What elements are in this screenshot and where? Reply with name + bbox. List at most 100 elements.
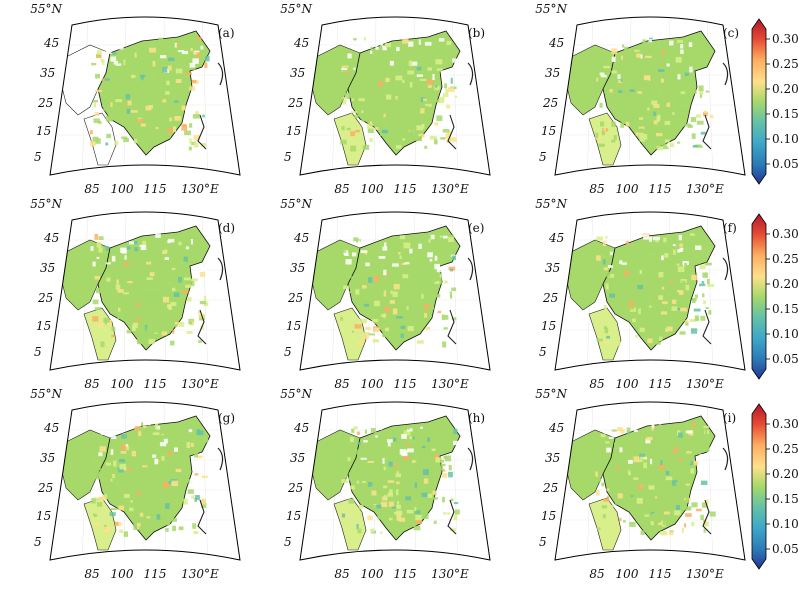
data-cell xyxy=(145,520,149,523)
data-cell xyxy=(665,328,668,333)
data-cell xyxy=(178,241,182,246)
data-cell xyxy=(432,490,437,495)
data-cell xyxy=(684,523,686,528)
lat-tick-label: 45 xyxy=(548,36,564,50)
data-cell xyxy=(596,77,599,82)
data-cell xyxy=(110,102,113,108)
data-cell xyxy=(419,291,425,295)
data-cell xyxy=(370,428,376,433)
data-cell xyxy=(118,307,121,312)
data-cell xyxy=(685,483,690,486)
data-cell xyxy=(388,461,393,467)
data-cell xyxy=(595,135,599,139)
colorbar-tick-label: 0.25 xyxy=(772,442,798,456)
data-cell xyxy=(430,294,435,299)
data-cell xyxy=(146,321,153,326)
data-cell xyxy=(699,92,703,98)
island-japan xyxy=(467,62,474,86)
data-cell xyxy=(399,517,406,522)
data-cell xyxy=(660,78,664,83)
data-cell xyxy=(418,133,425,138)
lat-tick-label: 15 xyxy=(286,319,301,333)
data-cell xyxy=(653,485,657,492)
data-cell xyxy=(402,456,410,460)
data-cell xyxy=(92,497,100,503)
data-cell xyxy=(349,282,356,285)
data-cell xyxy=(684,262,687,268)
data-cell xyxy=(116,480,122,487)
colorbar-tick-label: 0.25 xyxy=(772,252,798,266)
data-cell xyxy=(116,454,121,458)
data-cell xyxy=(596,266,601,270)
data-cell xyxy=(707,283,714,287)
data-cell xyxy=(138,246,141,253)
data-cell xyxy=(685,513,692,517)
data-cell xyxy=(354,114,359,119)
data-cell xyxy=(696,120,704,125)
data-cell xyxy=(342,96,348,100)
data-cell xyxy=(681,527,684,533)
data-cell xyxy=(693,461,699,466)
data-cell xyxy=(425,326,431,330)
lon-tick-label: 115 xyxy=(394,377,417,391)
data-cell xyxy=(596,255,601,261)
data-cell xyxy=(664,139,670,143)
data-cell xyxy=(666,55,671,61)
data-cell xyxy=(691,521,695,527)
data-cell xyxy=(637,485,644,490)
data-cell xyxy=(350,485,355,490)
data-cell xyxy=(91,62,97,66)
lat-tick-label: 35 xyxy=(545,451,560,465)
data-cell xyxy=(99,446,106,452)
data-cell xyxy=(180,235,185,241)
data-cell xyxy=(687,125,693,128)
data-cell xyxy=(370,528,375,533)
data-cell xyxy=(98,452,103,457)
lon-tick-label: 85 xyxy=(84,182,99,196)
data-cell xyxy=(700,514,704,521)
data-cell xyxy=(709,511,716,517)
data-cell xyxy=(640,530,645,536)
data-cell xyxy=(349,291,352,294)
data-cell xyxy=(367,128,374,134)
island-philippines xyxy=(197,499,207,535)
data-cell xyxy=(388,517,393,521)
data-cell xyxy=(169,117,172,122)
data-cell xyxy=(672,299,677,304)
data-cell xyxy=(685,284,690,291)
data-cell xyxy=(92,299,99,305)
data-cell xyxy=(414,506,417,512)
data-cell xyxy=(427,437,430,442)
data-cell xyxy=(146,326,153,332)
data-cell xyxy=(192,523,197,529)
data-cell xyxy=(362,145,370,150)
data-cell xyxy=(644,108,651,114)
data-cell xyxy=(341,472,348,478)
data-cell xyxy=(654,496,658,499)
data-cell xyxy=(440,459,445,463)
data-cell xyxy=(105,142,109,146)
data-cell xyxy=(139,512,144,517)
data-cell xyxy=(656,311,664,317)
data-cell xyxy=(409,436,412,440)
data-cell xyxy=(631,495,634,498)
data-cell xyxy=(450,528,456,532)
data-cell xyxy=(123,271,128,277)
data-cell xyxy=(155,327,159,332)
data-cell xyxy=(361,481,366,484)
data-cell xyxy=(441,97,445,102)
data-cell xyxy=(100,476,107,481)
data-cell xyxy=(664,126,671,129)
data-cell xyxy=(633,466,637,472)
data-cell xyxy=(653,111,656,116)
data-cell xyxy=(142,465,148,468)
data-cell xyxy=(434,280,441,284)
data-cell xyxy=(393,437,397,442)
data-cell xyxy=(385,43,391,48)
colorbar-tick-label: 0.05 xyxy=(772,157,798,171)
data-cell xyxy=(400,325,406,329)
data-cell xyxy=(354,323,362,329)
data-cell xyxy=(400,426,404,429)
data-cell xyxy=(703,528,706,533)
data-cell xyxy=(643,134,648,140)
